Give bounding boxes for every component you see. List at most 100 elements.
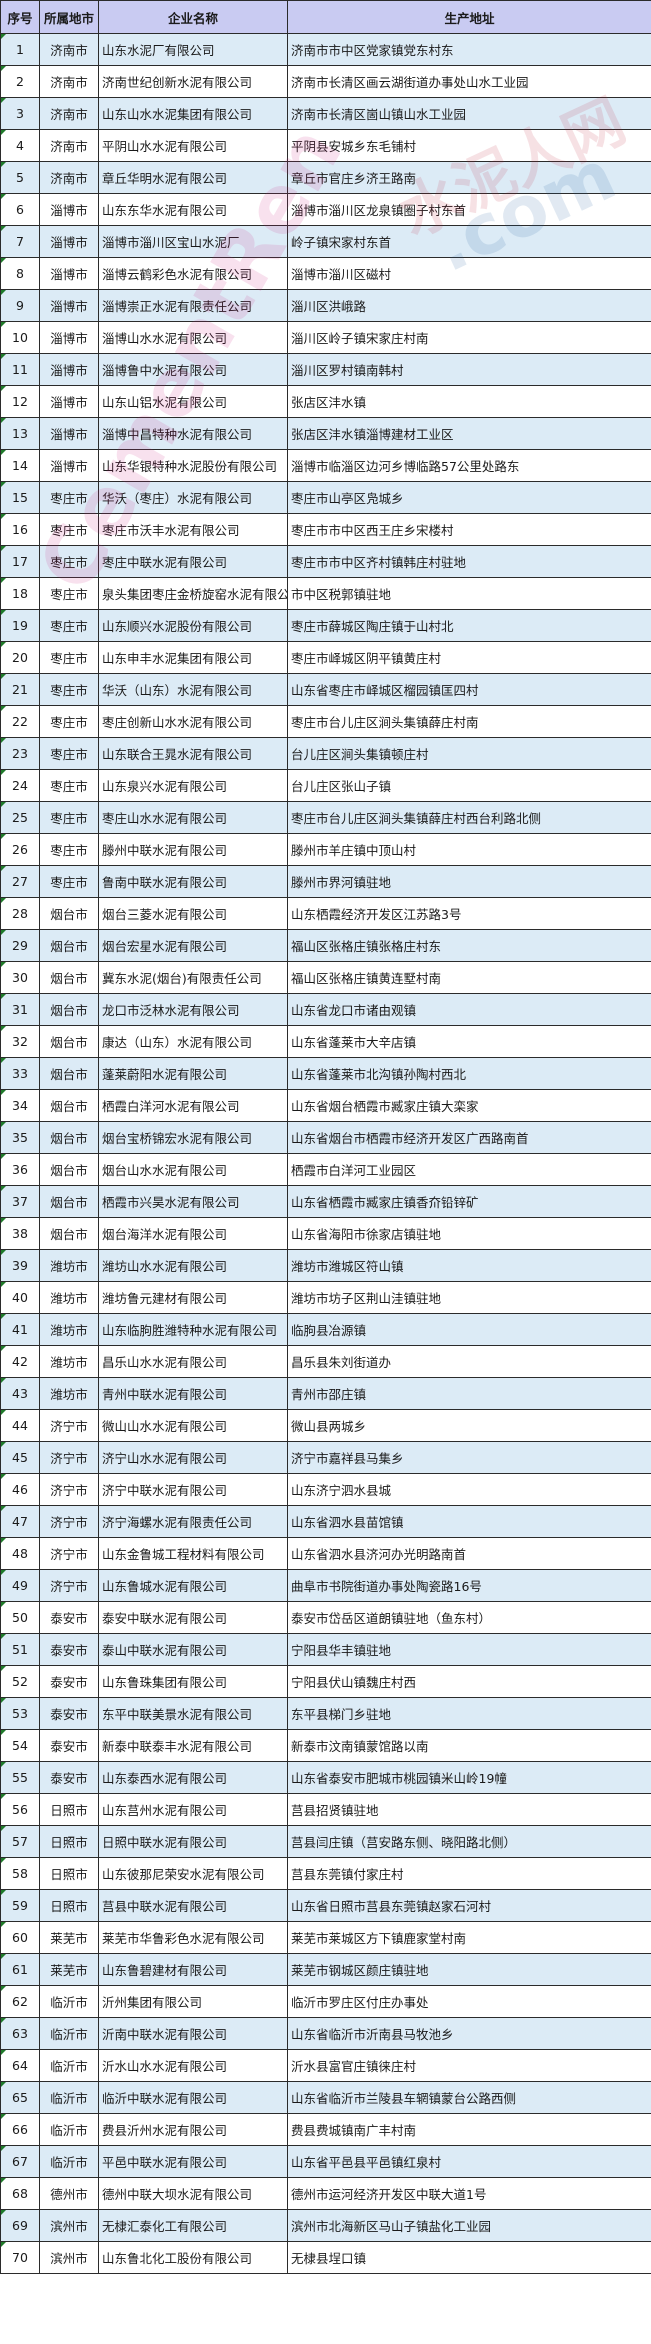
- row-company-name: 康达（山东）水泥有限公司: [98, 1025, 288, 1058]
- table-row: 8 淄博市 淄博云鹤彩色水泥有限公司 淄博市淄川区磁村: [0, 257, 651, 290]
- cell-marker-icon: [1, 1762, 6, 1767]
- row-city: 淄博市: [39, 353, 99, 386]
- table-row: 54 泰安市 新泰中联泰丰水泥有限公司 新泰市汶南镇蒙馆路以南: [0, 1729, 651, 1762]
- row-city-text: 临沂市: [50, 2059, 88, 2074]
- row-company-name: 沂水山水水泥有限公司: [98, 2049, 288, 2082]
- row-index-text: 17: [12, 554, 28, 569]
- row-index: 10: [0, 321, 40, 354]
- row-city-text: 枣庄市: [50, 811, 88, 826]
- row-address-text: 滕州市羊庄镇中顶山村: [291, 843, 417, 858]
- row-city: 枣庄市: [39, 865, 99, 898]
- row-company-name-text: 潍坊山水水泥有限公司: [102, 1259, 228, 1274]
- row-company-name: 泉头集团枣庄金桥旋窑水泥有限公司: [98, 577, 288, 610]
- row-company-name: 费县沂州水泥有限公司: [98, 2113, 288, 2146]
- table-row: 28 烟台市 烟台三菱水泥有限公司 山东栖霞经济开发区江苏路3号: [0, 897, 651, 930]
- cell-marker-icon: [1, 322, 6, 327]
- row-index-text: 47: [12, 1514, 28, 1529]
- row-city-text: 济宁市: [50, 1419, 88, 1434]
- cell-marker-icon: [1, 226, 6, 231]
- table-row: 18 枣庄市 泉头集团枣庄金桥旋窑水泥有限公司 市中区税郭镇驻地: [0, 577, 651, 610]
- table-row: 46 济宁市 济宁中联水泥有限公司 山东济宁泗水县城: [0, 1473, 651, 1506]
- row-city: 潍坊市: [39, 1377, 99, 1410]
- row-address: 莱芜市钢城区颜庄镇驻地: [287, 1953, 651, 1986]
- row-city-text: 滨州市: [50, 2251, 88, 2266]
- row-city: 枣庄市: [39, 641, 99, 674]
- row-city-text: 枣庄市: [50, 523, 88, 538]
- row-company-name-text: 莒县中联水泥有限公司: [102, 1899, 228, 1914]
- row-index-text: 51: [12, 1642, 28, 1657]
- cell-marker-icon: [1, 1186, 6, 1191]
- row-city: 枣庄市: [39, 705, 99, 738]
- row-city: 日照市: [39, 1857, 99, 1890]
- table-row: 6 淄博市 山东东华水泥有限公司 淄博市淄川区龙泉镇圈子村东首: [0, 193, 651, 226]
- row-city-text: 泰安市: [50, 1771, 88, 1786]
- row-company-name: 无棣汇泰化工有限公司: [98, 2209, 288, 2242]
- row-company-name: 泰山中联水泥有限公司: [98, 1633, 288, 1666]
- cell-marker-icon: [1, 578, 6, 583]
- cell-marker-icon: [1, 930, 6, 935]
- row-index: 55: [0, 1761, 40, 1794]
- row-address: 张店区沣水镇淄博建材工业区: [287, 417, 651, 450]
- row-address: 福山区张格庄镇张格庄村东: [287, 929, 651, 962]
- row-company-name-text: 枣庄中联水泥有限公司: [102, 555, 228, 570]
- table-row: 16 枣庄市 枣庄市沃丰水泥有限公司 枣庄市市中区西王庄乡宋楼村: [0, 513, 651, 546]
- row-address: 德州市运河经济开发区中联大道1号: [287, 2177, 651, 2210]
- row-company-name-text: 山东东华水泥有限公司: [102, 203, 228, 218]
- row-city-text: 烟台市: [50, 971, 88, 986]
- row-address-text: 山东省泰安市肥城市桃园镇米山岭19幢: [291, 1771, 507, 1786]
- table-row: 33 烟台市 蓬莱蔚阳水泥有限公司 山东省蓬莱市北沟镇孙陶村西北: [0, 1057, 651, 1090]
- row-address-text: 山东省泗水县济河办光明路南首: [291, 1547, 467, 1562]
- table-row: 50 泰安市 泰安中联水泥有限公司 泰安市岱岳区道朗镇驻地（鱼东村）: [0, 1601, 651, 1634]
- cell-marker-icon: [1, 1250, 6, 1255]
- row-index: 24: [0, 769, 40, 802]
- row-city: 枣庄市: [39, 545, 99, 578]
- table-row: 57 日照市 日照中联水泥有限公司 莒县闫庄镇（莒安路东侧、晓阳路北侧）: [0, 1825, 651, 1858]
- row-company-name-text: 日照中联水泥有限公司: [102, 1835, 228, 1850]
- row-city: 滨州市: [39, 2209, 99, 2242]
- row-index: 2: [0, 65, 40, 98]
- row-address-text: 山东省日照市莒县东莞镇赵家石河村: [291, 1899, 492, 1914]
- row-index: 28: [0, 897, 40, 930]
- row-company-name-text: 淄博山水水泥有限公司: [102, 331, 228, 346]
- row-company-name: 枣庄市沃丰水泥有限公司: [98, 513, 288, 546]
- row-city: 烟台市: [39, 897, 99, 930]
- row-company-name: 淄博云鹤彩色水泥有限公司: [98, 257, 288, 290]
- row-index-text: 50: [12, 1610, 28, 1625]
- row-address-text: 莒县东莞镇付家庄村: [291, 1867, 404, 1882]
- row-index-text: 41: [12, 1322, 28, 1337]
- row-city: 烟台市: [39, 1057, 99, 1090]
- row-address: 山东省烟台栖霞市臧家庄镇大栾家: [287, 1089, 651, 1122]
- row-city: 枣庄市: [39, 801, 99, 834]
- row-address: 滨州市北海新区马山子镇盐化工业园: [287, 2209, 651, 2242]
- row-address-text: 临沂市罗庄区付庄办事处: [291, 1995, 429, 2010]
- row-company-name-text: 华沃（枣庄）水泥有限公司: [102, 491, 253, 506]
- row-city-text: 淄博市: [50, 299, 88, 314]
- table-row: 5 济南市 章丘华明水泥有限公司 章丘市官庄乡济王路南: [0, 161, 651, 194]
- row-city-text: 烟台市: [50, 1131, 88, 1146]
- table-row: 60 莱芜市 莱芜市华鲁彩色水泥有限公司 莱芜市莱城区方下镇鹿家堂村南: [0, 1921, 651, 1954]
- row-address: 临沂市罗庄区付庄办事处: [287, 1985, 651, 2018]
- row-company-name-text: 平邑中联水泥有限公司: [102, 2155, 228, 2170]
- row-index-text: 68: [12, 2186, 28, 2201]
- row-city: 烟台市: [39, 1185, 99, 1218]
- row-company-name-text: 德州中联大坝水泥有限公司: [102, 2187, 253, 2202]
- row-company-name: 华沃（山东）水泥有限公司: [98, 673, 288, 706]
- table-row: 2 济南市 济南世纪创新水泥有限公司 济南市长清区画云湖街道办事处山水工业园: [0, 65, 651, 98]
- row-index-text: 28: [12, 906, 28, 921]
- table-row: 7 淄博市 淄博市淄川区宝山水泥厂 岭子镇宋家村东首: [0, 225, 651, 258]
- row-address: 山东省龙口市诸由观镇: [287, 993, 651, 1026]
- row-city-text: 日照市: [50, 1867, 88, 1882]
- row-address: 枣庄市市中区齐村镇韩庄村驻地: [287, 545, 651, 578]
- row-address-text: 福山区张格庄镇黄连墅村南: [291, 971, 442, 986]
- row-address: 市中区税郭镇驻地: [287, 577, 651, 610]
- row-index: 63: [0, 2017, 40, 2050]
- row-city-text: 日照市: [50, 1899, 88, 1914]
- row-company-name-text: 淄博鲁中水泥有限公司: [102, 363, 228, 378]
- row-company-name: 济宁山水水泥有限公司: [98, 1441, 288, 1474]
- row-address-text: 济南市市中区党家镇党东村东: [291, 43, 454, 58]
- row-company-name: 栖霞白洋河水泥有限公司: [98, 1089, 288, 1122]
- row-address-text: 微山县两城乡: [291, 1419, 367, 1434]
- row-city-text: 济宁市: [50, 1483, 88, 1498]
- cell-marker-icon: [1, 770, 6, 775]
- row-index-text: 10: [12, 330, 28, 345]
